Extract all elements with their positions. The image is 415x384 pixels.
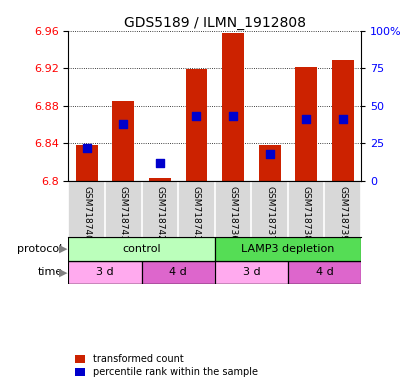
Text: 3 d: 3 d (96, 267, 114, 277)
Bar (68, 237, 215, 260)
Bar (142, 181, 178, 237)
Bar (112, 101, 134, 181)
Bar (332, 60, 354, 181)
Bar (215, 181, 251, 237)
Text: GSM718739: GSM718739 (338, 185, 347, 240)
Text: GSM718736: GSM718736 (229, 185, 237, 240)
Point (156, 160, 163, 166)
Bar (215, 260, 288, 284)
Bar (149, 178, 171, 181)
Bar (288, 181, 325, 237)
Point (339, 116, 346, 122)
Point (266, 151, 273, 157)
Bar (142, 260, 215, 284)
Text: LAMP3 depletion: LAMP3 depletion (241, 244, 334, 254)
Text: control: control (122, 244, 161, 254)
Text: 4 d: 4 d (169, 267, 187, 277)
Text: ▶: ▶ (59, 267, 67, 277)
Bar (186, 69, 208, 181)
Bar (178, 181, 215, 237)
Text: ▶: ▶ (59, 244, 67, 254)
Bar (68, 181, 105, 237)
Point (303, 116, 310, 122)
Bar (259, 146, 281, 181)
Text: 3 d: 3 d (242, 267, 260, 277)
Text: GSM718738: GSM718738 (302, 185, 311, 240)
Text: GSM718741: GSM718741 (119, 185, 128, 240)
Text: GSM718743: GSM718743 (192, 185, 201, 240)
Legend: transformed count, percentile rank within the sample: transformed count, percentile rank withi… (73, 353, 260, 379)
Point (120, 121, 127, 127)
Bar (222, 33, 244, 181)
Text: 4 d: 4 d (315, 267, 333, 277)
Bar (105, 181, 142, 237)
Bar (251, 181, 288, 237)
Text: protocol: protocol (17, 244, 63, 254)
Text: GSM718737: GSM718737 (265, 185, 274, 240)
Point (193, 113, 200, 119)
Text: time: time (37, 267, 63, 277)
Bar (295, 67, 317, 181)
Bar (76, 146, 98, 181)
Point (230, 113, 237, 119)
Bar (325, 181, 361, 237)
Text: GSM718740: GSM718740 (82, 185, 91, 240)
Bar (215, 237, 361, 260)
Text: GSM718742: GSM718742 (155, 185, 164, 240)
Point (83, 145, 90, 151)
Bar (68, 260, 142, 284)
Title: GDS5189 / ILMN_1912808: GDS5189 / ILMN_1912808 (124, 16, 306, 30)
Bar (288, 260, 361, 284)
